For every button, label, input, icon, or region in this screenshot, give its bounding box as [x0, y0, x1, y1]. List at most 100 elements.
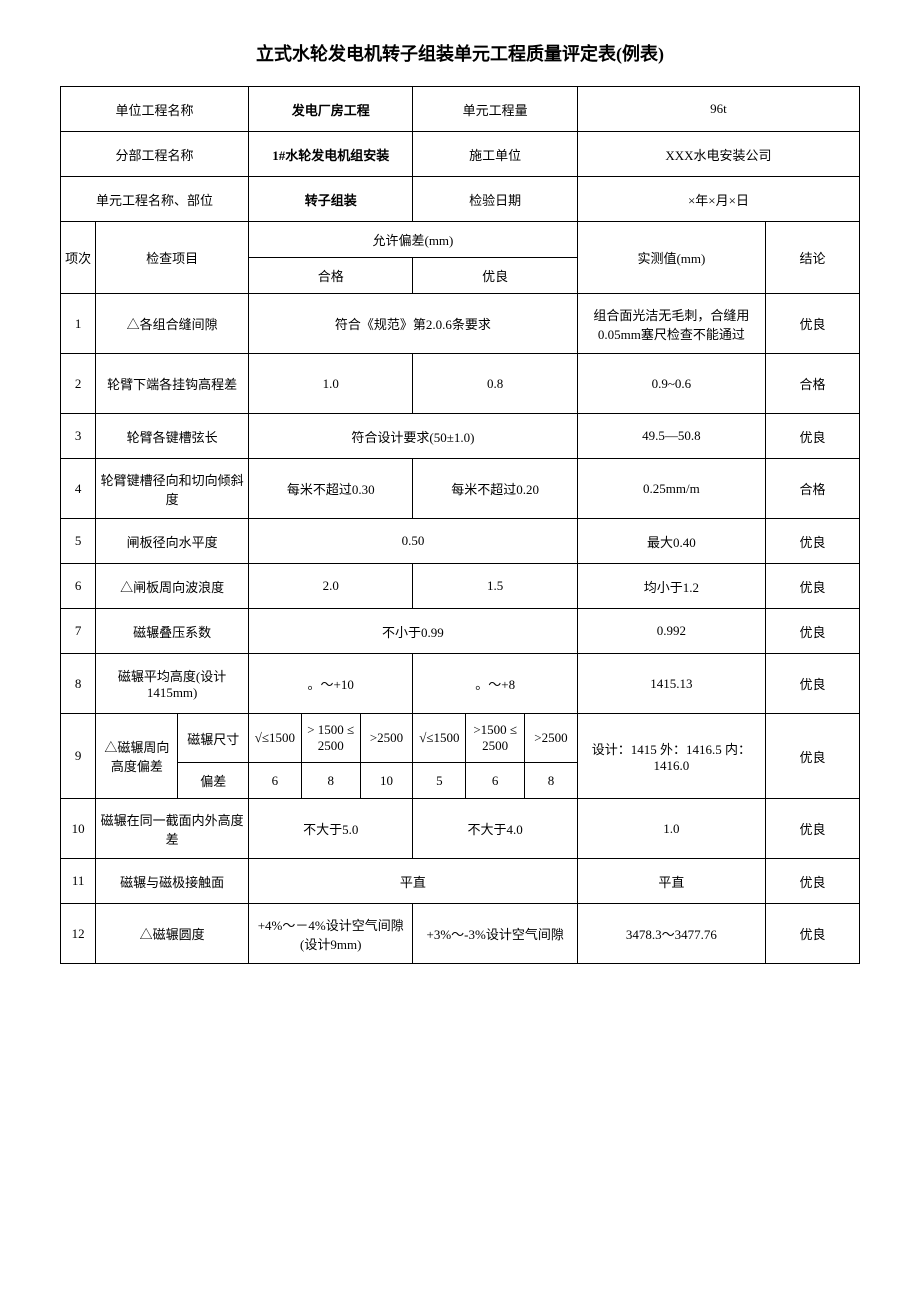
cell-idx: 11	[61, 859, 96, 904]
cell-con: 优良	[765, 564, 859, 609]
cell-idx: 2	[61, 354, 96, 414]
cell-con: 优良	[765, 714, 859, 799]
cell-good: 0.8	[413, 354, 577, 414]
cell-meas: 1415.13	[577, 654, 765, 714]
unit-name-value: 转子组装	[248, 177, 412, 222]
cell-idx: 7	[61, 609, 96, 654]
table-row: 4 轮臂键槽径向和切向倾斜度 每米不超过0.30 每米不超过0.20 0.25m…	[61, 459, 860, 519]
cell-idx: 12	[61, 904, 96, 964]
cell-idx: 9	[61, 714, 96, 799]
cell-tol: 符合设计要求(50±1.0)	[248, 414, 577, 459]
cell-con: 合格	[765, 459, 859, 519]
cell-size-label: 磁辗尺寸	[178, 714, 249, 763]
cell-d2: 8	[301, 763, 360, 799]
sub-project-label: 分部工程名称	[61, 132, 249, 177]
cell-item: 磁辗叠压系数	[96, 609, 249, 654]
cell-con: 优良	[765, 294, 859, 354]
unit-name-label: 单元工程名称、部位	[61, 177, 249, 222]
construct-unit-value: XXX水电安装公司	[577, 132, 859, 177]
cell-con: 优良	[765, 859, 859, 904]
unit-project-value: 发电厂房工程	[248, 87, 412, 132]
cell-meas: 平直	[577, 859, 765, 904]
cell-idx: 8	[61, 654, 96, 714]
cell-g3: >2500	[525, 714, 578, 763]
cell-meas: 0.992	[577, 609, 765, 654]
cell-item: 轮臂各键槽弦长	[96, 414, 249, 459]
unit-qty-value: 96t	[577, 87, 859, 132]
evaluation-table: 单位工程名称 发电厂房工程 单元工程量 96t 分部工程名称 1#水轮发电机组安…	[60, 86, 860, 964]
cell-idx: 5	[61, 519, 96, 564]
construct-unit-label: 施工单位	[413, 132, 577, 177]
cell-p1: √≤1500	[248, 714, 301, 763]
unit-qty-label: 单元工程量	[413, 87, 577, 132]
cell-item: △闸板周向波浪度	[96, 564, 249, 609]
cell-g1: √≤1500	[413, 714, 466, 763]
col-idx: 项次	[61, 222, 96, 294]
cell-d6: 8	[525, 763, 578, 799]
cell-item: △各组合缝间隙	[96, 294, 249, 354]
cell-meas: 均小于1.2	[577, 564, 765, 609]
cell-item: 磁辗在同一截面内外高度差	[96, 799, 249, 859]
cell-meas: 1.0	[577, 799, 765, 859]
cell-pass: 不大于5.0	[248, 799, 412, 859]
cell-dev-label: 偏差	[178, 763, 249, 799]
cell-good: 每米不超过0.20	[413, 459, 577, 519]
cell-pass: 每米不超过0.30	[248, 459, 412, 519]
table-row: 1 △各组合缝间隙 符合《规范》第2.0.6条要求 组合面光洁无毛刺，合缝用0.…	[61, 294, 860, 354]
inspect-date-label: 检验日期	[413, 177, 577, 222]
col-tolerance: 允许偏差(mm)	[248, 222, 577, 258]
cell-con: 优良	[765, 904, 859, 964]
cell-p3: >2500	[360, 714, 413, 763]
cell-meas: 最大0.40	[577, 519, 765, 564]
table-row: 10 磁辗在同一截面内外高度差 不大于5.0 不大于4.0 1.0 优良	[61, 799, 860, 859]
cell-meas: 组合面光洁无毛刺，合缝用0.05mm塞尺检查不能通过	[577, 294, 765, 354]
cell-idx: 1	[61, 294, 96, 354]
cell-tol: 符合《规范》第2.0.6条要求	[248, 294, 577, 354]
cell-item: 磁辗与磁极接触面	[96, 859, 249, 904]
cell-good: 1.5	[413, 564, 577, 609]
cell-idx: 4	[61, 459, 96, 519]
page-title: 立式水轮发电机转子组装单元工程质量评定表(例表)	[60, 40, 860, 66]
cell-item: △磁辗圆度	[96, 904, 249, 964]
inspect-date-value: ×年×月×日	[577, 177, 859, 222]
cell-con: 优良	[765, 799, 859, 859]
cell-item: △磁辗周向高度偏差	[96, 714, 178, 799]
cell-good: 。～+8	[413, 654, 577, 714]
table-row: 2 轮臂下端各挂钩高程差 1.0 0.8 0.9~0.6 合格	[61, 354, 860, 414]
cell-pass: +4%～－4%设计空气间隙(设计9mm)	[248, 904, 412, 964]
table-row: 11 磁辗与磁极接触面 平直 平直 优良	[61, 859, 860, 904]
col-pass: 合格	[248, 258, 412, 294]
cell-pass: 2.0	[248, 564, 412, 609]
table-row: 8 磁辗平均高度(设计1415mm) 。～+10 。～+8 1415.13 优良	[61, 654, 860, 714]
cell-meas: 49.5—50.8	[577, 414, 765, 459]
table-row: 6 △闸板周向波浪度 2.0 1.5 均小于1.2 优良	[61, 564, 860, 609]
table-row: 5 闸板径向水平度 0.50 最大0.40 优良	[61, 519, 860, 564]
sub-project-value: 1#水轮发电机组安装	[248, 132, 412, 177]
cell-good: +3%～-3%设计空气间隙	[413, 904, 577, 964]
col-measured: 实测值(mm)	[577, 222, 765, 294]
cell-item: 轮臂下端各挂钩高程差	[96, 354, 249, 414]
cell-d5: 6	[466, 763, 525, 799]
cell-con: 优良	[765, 654, 859, 714]
cell-d4: 5	[413, 763, 466, 799]
cell-meas: 设计：1415 外：1416.5 内：1416.0	[577, 714, 765, 799]
table-row: 12 △磁辗圆度 +4%～－4%设计空气间隙(设计9mm) +3%～-3%设计空…	[61, 904, 860, 964]
cell-con: 合格	[765, 354, 859, 414]
cell-g2: >1500 ≤ 2500	[466, 714, 525, 763]
table-row: 9 △磁辗周向高度偏差 磁辗尺寸 √≤1500 > 1500 ≤ 2500 >2…	[61, 714, 860, 763]
table-row: 7 磁辗叠压系数 不小于0.99 0.992 优良	[61, 609, 860, 654]
cell-meas: 0.9~0.6	[577, 354, 765, 414]
cell-con: 优良	[765, 519, 859, 564]
cell-item: 闸板径向水平度	[96, 519, 249, 564]
cell-idx: 3	[61, 414, 96, 459]
cell-con: 优良	[765, 609, 859, 654]
cell-d1: 6	[248, 763, 301, 799]
cell-item: 轮臂键槽径向和切向倾斜度	[96, 459, 249, 519]
cell-d3: 10	[360, 763, 413, 799]
col-conclusion: 结论	[765, 222, 859, 294]
cell-meas: 3478.3～3477.76	[577, 904, 765, 964]
cell-good: 不大于4.0	[413, 799, 577, 859]
cell-meas: 0.25mm/m	[577, 459, 765, 519]
unit-project-label: 单位工程名称	[61, 87, 249, 132]
cell-idx: 10	[61, 799, 96, 859]
